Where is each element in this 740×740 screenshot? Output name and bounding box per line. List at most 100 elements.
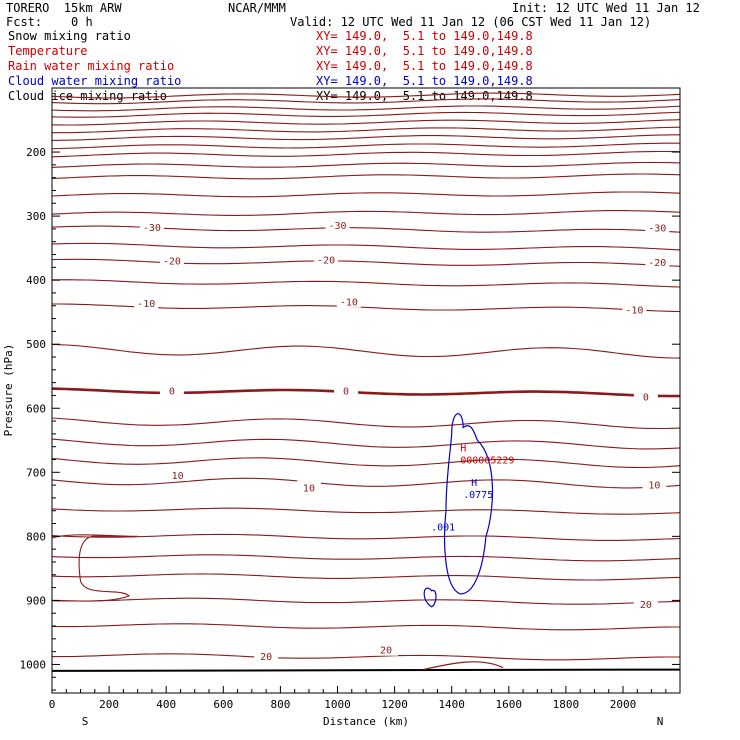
field-name-temperature: Temperature — [8, 44, 88, 58]
label-mask — [254, 649, 279, 663]
label-mask — [334, 383, 359, 397]
temperature-isoline — [51, 191, 681, 198]
rain-water-max-value: 000005229 — [460, 455, 514, 466]
temperature-contour-label: 0 — [343, 386, 349, 397]
x-tick-label: 600 — [213, 698, 233, 711]
temperature-isoline — [51, 119, 681, 126]
x-axis-label: Distance (km) — [323, 715, 409, 728]
temperature-isoline — [51, 111, 681, 118]
x-tick-label: 800 — [270, 698, 290, 711]
temperature-isoline-low — [423, 661, 504, 671]
temperature-isoline — [51, 438, 681, 450]
temperature-isoline — [51, 533, 681, 541]
y-tick-label: 500 — [26, 338, 46, 351]
temperature-isoline — [51, 210, 681, 216]
y-tick-label: 1000 — [20, 658, 47, 671]
label-mask — [622, 302, 647, 316]
x-tick-label: 200 — [99, 698, 119, 711]
field-name-snow: Snow mixing ratio — [8, 29, 131, 43]
temperature-contour-label: 10 — [303, 484, 315, 495]
field-name-rain-water: Rain water mixing ratio — [8, 59, 175, 73]
label-mask — [645, 220, 670, 234]
field-name-cloud-water: Cloud water mixing ratio — [8, 74, 182, 88]
forecast-hour: Fcst: 0 h — [6, 15, 93, 29]
x-tick-label: 1600 — [496, 698, 523, 711]
temperature-contour-label: -10 — [340, 297, 358, 308]
temperature-contour-label: -10 — [137, 299, 155, 310]
temperature-contour-label: 0 — [643, 393, 649, 404]
y-tick-label: 200 — [26, 146, 46, 159]
temperature-contours — [51, 92, 681, 672]
y-tick-label: 400 — [26, 274, 46, 287]
cloud-water-contour-label: .001 — [431, 523, 455, 534]
y-tick-label: 700 — [26, 466, 46, 479]
y-tick-label: 600 — [26, 402, 46, 415]
label-mask — [633, 597, 658, 611]
init-time: Init: 12 UTC Wed 11 Jan 12 — [512, 1, 700, 15]
temperature-isoline — [51, 457, 681, 469]
rain-water-max-marker: H — [460, 443, 466, 454]
temperature-isoline — [51, 597, 681, 605]
temperature-isoline — [51, 150, 681, 158]
temperature-loop — [51, 534, 138, 602]
temperature-isoline — [51, 507, 681, 515]
temperature-contour-label: -30 — [328, 221, 346, 232]
x-tick-label: 2000 — [610, 698, 637, 711]
valid-time: Valid: 12 UTC Wed 11 Jan 12 (06 CST Wed … — [290, 15, 652, 29]
label-mask — [139, 219, 164, 233]
temperature-isoline — [51, 142, 681, 150]
label-mask — [159, 253, 184, 267]
temperature-isoline — [51, 417, 681, 430]
temperature-isoline — [51, 173, 681, 180]
temperature-contour-label: 10 — [172, 471, 184, 482]
x-axis-south-label: S — [82, 715, 89, 728]
temperature-contour-label: -20 — [317, 256, 335, 267]
temperature-isoline — [51, 477, 681, 489]
axis-ticks: 0 200 400 600 800 1000 1200 1400 1600 1800 2000200… — [20, 146, 680, 711]
temperature-contour-label: 20 — [380, 646, 392, 657]
cloud-water-isoline-small — [423, 587, 437, 608]
label-mask — [325, 218, 350, 232]
temperature-isoline — [51, 105, 681, 112]
y-tick-label: 800 — [26, 530, 46, 543]
contour-labels: -30 -30 -30 -20 -20 -20 -10 -10 -10 0 0 0 10 10 10 20 20… — [134, 218, 670, 663]
temperature-contour-label: -30 — [648, 224, 666, 235]
label-mask — [645, 255, 670, 269]
y-axis-label: Pressure (hPa) — [2, 344, 15, 437]
cloud-water-max-value: .0775 — [463, 490, 493, 501]
label-mask — [642, 477, 667, 491]
temperature-isoline — [51, 161, 681, 168]
temperature-isoline — [52, 653, 681, 661]
field-xy-rain-water-2: XY= 149.0, 5.1 to 149.0,149.8 — [316, 59, 533, 73]
temperature-isoline — [51, 573, 681, 581]
cloud-water-isoline — [443, 413, 494, 595]
label-mask — [296, 480, 321, 494]
label-mask — [134, 296, 159, 310]
label-mask — [314, 252, 339, 266]
x-axis-north-label: N — [657, 715, 664, 728]
temperature-contour-label: 20 — [640, 600, 652, 611]
temperature-contour-label: 20 — [260, 652, 272, 663]
x-tick-label: 1800 — [553, 698, 580, 711]
y-tick-label: 900 — [26, 594, 46, 607]
organization-label: NCAR/MMM — [228, 1, 286, 15]
temperature-isoline — [51, 134, 681, 141]
field-xy-rain-water: XY= 149.0, 5.1 to 149.0,149.8 — [316, 44, 533, 58]
temperature-isoline — [51, 242, 681, 251]
x-tick-label: 1200 — [381, 698, 408, 711]
field-name-cloud-ice: Cloud ice mixing ratio — [8, 89, 167, 103]
temperature-contour-label: -20 — [163, 256, 181, 267]
label-mask — [633, 389, 658, 403]
x-tick-label: 400 — [156, 698, 176, 711]
x-tick-label: 1000 — [324, 698, 351, 711]
cloud-water-contours — [423, 413, 494, 608]
temperature-contour-label: 0 — [169, 386, 175, 397]
temperature-isoline — [52, 126, 681, 134]
temperature-isoline — [51, 554, 681, 562]
label-mask — [165, 467, 190, 481]
temperature-isoline — [51, 623, 681, 631]
temperature-isoline — [51, 387, 681, 398]
temperature-contour-label: -20 — [648, 258, 666, 269]
label-mask — [336, 294, 361, 308]
